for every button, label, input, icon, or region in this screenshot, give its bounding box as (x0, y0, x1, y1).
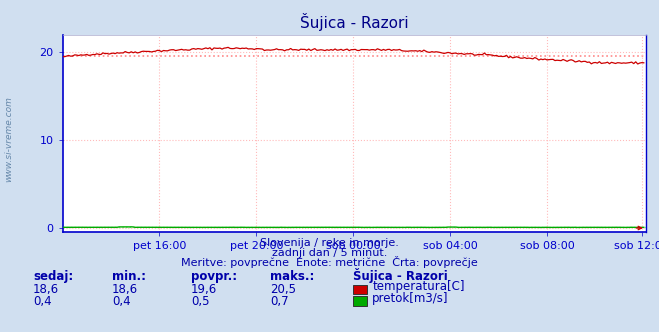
Text: 18,6: 18,6 (112, 283, 138, 296)
Title: Šujica - Razori: Šujica - Razori (300, 13, 409, 31)
Text: Šujica - Razori: Šujica - Razori (353, 268, 447, 283)
Text: 18,6: 18,6 (33, 283, 59, 296)
Text: pretok[m3/s]: pretok[m3/s] (372, 292, 449, 305)
Text: min.:: min.: (112, 270, 146, 283)
Text: 0,4: 0,4 (112, 295, 130, 308)
Text: maks.:: maks.: (270, 270, 314, 283)
Text: sedaj:: sedaj: (33, 270, 73, 283)
Text: 0,5: 0,5 (191, 295, 210, 308)
Text: 20,5: 20,5 (270, 283, 296, 296)
Text: 0,7: 0,7 (270, 295, 289, 308)
Text: povpr.:: povpr.: (191, 270, 237, 283)
Text: www.si-vreme.com: www.si-vreme.com (4, 97, 13, 182)
Text: 0,4: 0,4 (33, 295, 51, 308)
Text: temperatura[C]: temperatura[C] (372, 280, 465, 293)
Text: Slovenija / reke in morje.: Slovenija / reke in morje. (260, 238, 399, 248)
Text: Meritve: povprečne  Enote: metrične  Črta: povprečje: Meritve: povprečne Enote: metrične Črta:… (181, 256, 478, 268)
Text: zadnji dan / 5 minut.: zadnji dan / 5 minut. (272, 248, 387, 258)
Text: 19,6: 19,6 (191, 283, 217, 296)
